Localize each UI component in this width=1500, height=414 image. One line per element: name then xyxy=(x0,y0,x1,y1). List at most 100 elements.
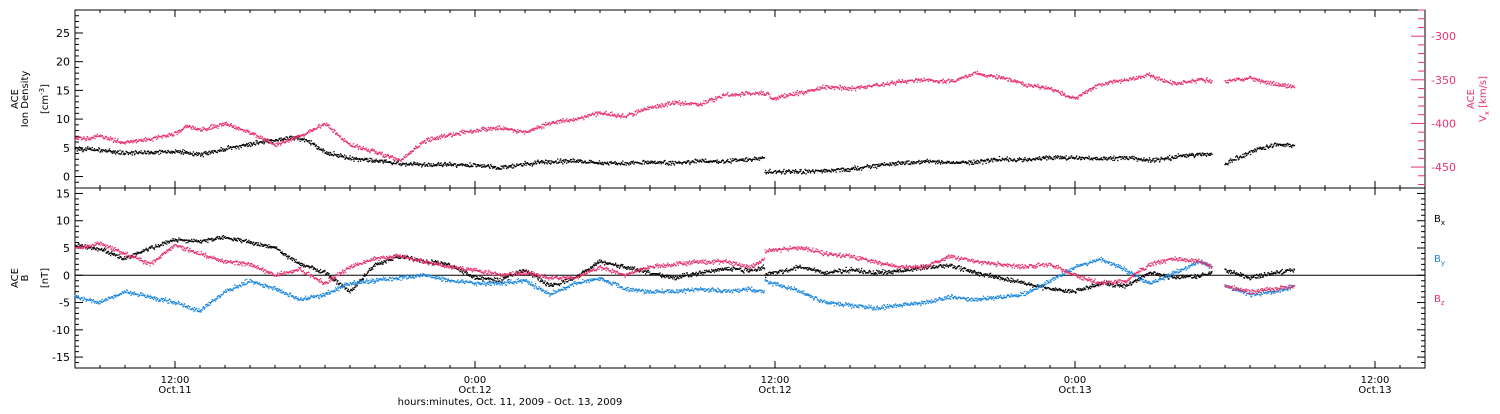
data-point xyxy=(928,81,929,82)
data-point xyxy=(716,99,717,100)
data-point xyxy=(369,151,370,152)
data-point xyxy=(84,138,85,139)
data-point xyxy=(333,155,334,156)
data-point xyxy=(237,128,238,129)
data-point xyxy=(403,158,404,159)
data-point xyxy=(189,154,190,155)
data-point xyxy=(1010,158,1011,159)
data-point xyxy=(664,106,665,107)
data-point xyxy=(119,141,120,142)
data-point xyxy=(411,163,412,164)
data-point xyxy=(304,141,305,142)
data-point xyxy=(1257,78,1258,79)
data-point xyxy=(369,152,370,153)
data-point xyxy=(267,138,268,139)
data-point xyxy=(763,91,764,92)
data-point xyxy=(371,150,372,151)
data-point xyxy=(469,162,470,163)
data-point xyxy=(456,167,457,168)
data-point xyxy=(762,94,763,95)
data-point xyxy=(768,173,769,174)
data-point xyxy=(537,160,538,161)
data-point xyxy=(977,71,978,72)
data-point xyxy=(231,125,232,126)
data-point xyxy=(427,165,428,166)
data-point xyxy=(856,168,857,169)
data-point xyxy=(89,138,90,139)
data-point xyxy=(1230,158,1231,159)
data-point xyxy=(764,157,765,158)
data-point xyxy=(301,136,302,137)
data-point xyxy=(256,142,257,143)
data-point xyxy=(271,142,272,143)
data-point xyxy=(918,160,919,161)
data-point xyxy=(184,150,185,151)
data-point xyxy=(679,102,680,103)
data-point xyxy=(414,163,415,164)
data-point xyxy=(212,127,213,128)
data-point xyxy=(789,172,790,173)
data-point xyxy=(127,152,128,153)
data-point xyxy=(155,244,156,245)
data-point xyxy=(154,153,155,154)
data-point xyxy=(597,113,598,114)
data-point xyxy=(429,140,430,141)
data-point xyxy=(1253,80,1254,81)
data-point xyxy=(937,163,938,164)
data-point xyxy=(1197,155,1198,156)
data-point xyxy=(718,163,719,164)
data-point xyxy=(698,105,699,106)
data-point xyxy=(748,94,749,95)
data-point xyxy=(952,81,953,82)
data-point xyxy=(748,92,749,93)
data-point xyxy=(989,74,990,75)
data-point xyxy=(1273,146,1274,147)
data-point xyxy=(178,150,179,151)
data-point xyxy=(996,160,997,161)
data-point xyxy=(651,162,652,163)
data-point xyxy=(551,162,552,163)
data-point xyxy=(1134,79,1135,80)
data-point xyxy=(221,147,222,148)
data-point xyxy=(1211,80,1212,81)
data-point xyxy=(573,161,574,162)
data-point xyxy=(512,129,513,130)
data-point xyxy=(927,159,928,160)
data-point xyxy=(628,114,629,115)
data-point xyxy=(119,258,120,259)
data-point xyxy=(893,162,894,163)
data-point xyxy=(316,145,317,146)
data-point xyxy=(866,166,867,167)
data-point xyxy=(115,153,116,154)
data-point xyxy=(461,163,462,164)
data-point xyxy=(919,81,920,82)
data-point xyxy=(534,163,535,164)
data-point xyxy=(1021,159,1022,160)
data-point xyxy=(303,139,304,140)
data-point xyxy=(1062,91,1063,92)
data-point xyxy=(265,141,266,142)
data-point xyxy=(994,76,995,77)
data-point xyxy=(784,173,785,174)
data-point xyxy=(1058,156,1059,157)
data-point xyxy=(913,82,914,83)
data-point xyxy=(966,74,967,75)
data-point xyxy=(1023,85,1024,86)
data-point xyxy=(193,241,194,242)
data-point xyxy=(172,238,173,239)
data-point xyxy=(112,138,113,139)
data-point xyxy=(1194,156,1195,157)
data-point xyxy=(1055,155,1056,156)
data-point xyxy=(523,163,524,164)
data-point xyxy=(632,115,633,116)
data-point xyxy=(242,129,243,130)
data-point xyxy=(886,83,887,84)
data-point xyxy=(80,245,81,246)
data-point xyxy=(874,164,875,165)
data-point xyxy=(207,152,208,153)
data-point xyxy=(561,120,562,121)
data-point xyxy=(833,86,834,87)
data-point xyxy=(562,163,563,164)
data-point xyxy=(587,115,588,116)
data-point xyxy=(469,130,470,131)
